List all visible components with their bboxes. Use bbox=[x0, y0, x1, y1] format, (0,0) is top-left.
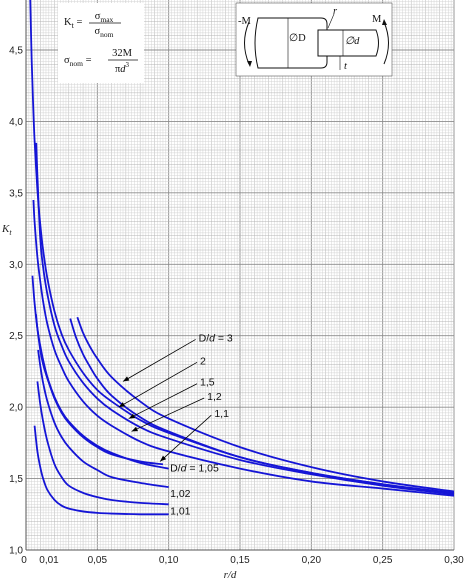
leader-arrowhead-icon bbox=[131, 426, 139, 432]
fillet-radius-label: r bbox=[333, 6, 338, 17]
curve-labels: D/d = 3 2 1,5 1,2 1,1 D/d = 1,05 1,02 1,01 bbox=[118, 332, 233, 517]
y-tick-label: 2,5 bbox=[9, 331, 23, 342]
right-moment-arrowhead-icon bbox=[382, 19, 387, 25]
x-tick-label: 0,15 bbox=[230, 555, 250, 566]
curve-label: 2 bbox=[200, 355, 206, 367]
leader-arrowhead-icon bbox=[160, 455, 167, 462]
curve-series-5 bbox=[32, 199, 455, 497]
leader-line bbox=[159, 414, 212, 462]
leader-line bbox=[128, 383, 198, 419]
left-moment-arrow-icon bbox=[244, 21, 250, 65]
y-axis-label: Kt bbox=[1, 223, 12, 237]
right-moment-arrow-icon bbox=[383, 21, 389, 65]
curve-label: D/d = 1,05 bbox=[170, 462, 219, 474]
curve-label: 1,5 bbox=[200, 377, 215, 389]
small-diameter-label: ∅d bbox=[345, 36, 360, 47]
curve-series-10 bbox=[33, 425, 169, 516]
leader-line bbox=[122, 339, 196, 382]
axis-tick-labels: 0 0,01 0,05 0,10 0,15 0,20 0,25 0,30 1,0 1,5 2,0 2,… bbox=[9, 46, 464, 567]
step-length-label: t bbox=[344, 61, 348, 72]
curve-label: 1,01 bbox=[170, 505, 191, 517]
x-tick-label: 0,01 bbox=[39, 555, 59, 566]
data-curves bbox=[29, 0, 455, 516]
left-moment-label: -M bbox=[238, 16, 251, 27]
leader-arrowhead-icon bbox=[123, 376, 130, 382]
x-axis-label: r/d bbox=[224, 569, 237, 581]
x-tick-label: 0,30 bbox=[444, 555, 464, 566]
x-tick-label: 0,10 bbox=[159, 555, 179, 566]
shaft-large-section bbox=[254, 17, 328, 69]
x-tick-label: 0,20 bbox=[302, 555, 322, 566]
left-moment-arrowhead-icon bbox=[247, 61, 252, 67]
leader-line bbox=[131, 397, 205, 432]
leader-line bbox=[118, 361, 198, 408]
y-tick-label: 4,5 bbox=[9, 46, 23, 57]
snom-formula-lhs: σnom = bbox=[64, 55, 92, 68]
y-tick-label: 1,0 bbox=[9, 546, 23, 557]
y-tick-label: 2,0 bbox=[9, 403, 23, 414]
leader-arrowhead-icon bbox=[128, 413, 136, 419]
y-tick-label: 1,5 bbox=[9, 474, 23, 485]
x-tick-label: 0 bbox=[21, 555, 27, 566]
shaft-diagram: -M M ∅D ∅d r t bbox=[235, 2, 393, 77]
snom-formula-numerator: 32M bbox=[112, 48, 133, 59]
curve-series-2 bbox=[35, 142, 455, 496]
curve-series-8 bbox=[37, 349, 169, 489]
y-tick-label: 3,0 bbox=[9, 260, 23, 271]
curve-series-3 bbox=[76, 316, 455, 493]
curve-series-7 bbox=[35, 314, 164, 466]
kt-formula-numerator: σmax bbox=[95, 11, 114, 24]
y-tick-label: 4,0 bbox=[9, 117, 23, 128]
kt-formula-lhs: Kt = bbox=[64, 17, 82, 30]
formula-box: Kt = σmax σnom σnom = 32M πd3 bbox=[58, 3, 144, 83]
fillet-leader-line bbox=[327, 13, 335, 29]
leader-arrowhead-icon bbox=[118, 402, 126, 408]
curve-label: 1,02 bbox=[170, 488, 191, 500]
snom-formula-denominator: πd3 bbox=[115, 61, 130, 75]
x-tick-label: 0,25 bbox=[373, 555, 393, 566]
curve-series-4 bbox=[69, 318, 455, 496]
curve-label: 1,1 bbox=[214, 408, 229, 420]
kt-formula-denominator: σnom bbox=[94, 26, 113, 39]
right-moment-label: M bbox=[372, 14, 382, 25]
large-diameter-label: ∅D bbox=[289, 33, 306, 44]
curve-series-9 bbox=[36, 381, 169, 506]
curve-label: 1,2 bbox=[207, 391, 222, 403]
y-tick-label: 3,5 bbox=[9, 188, 23, 199]
curve-label: D/d = 3 bbox=[199, 332, 233, 344]
x-tick-label: 0,05 bbox=[88, 555, 108, 566]
shaft-small-section bbox=[327, 29, 379, 57]
